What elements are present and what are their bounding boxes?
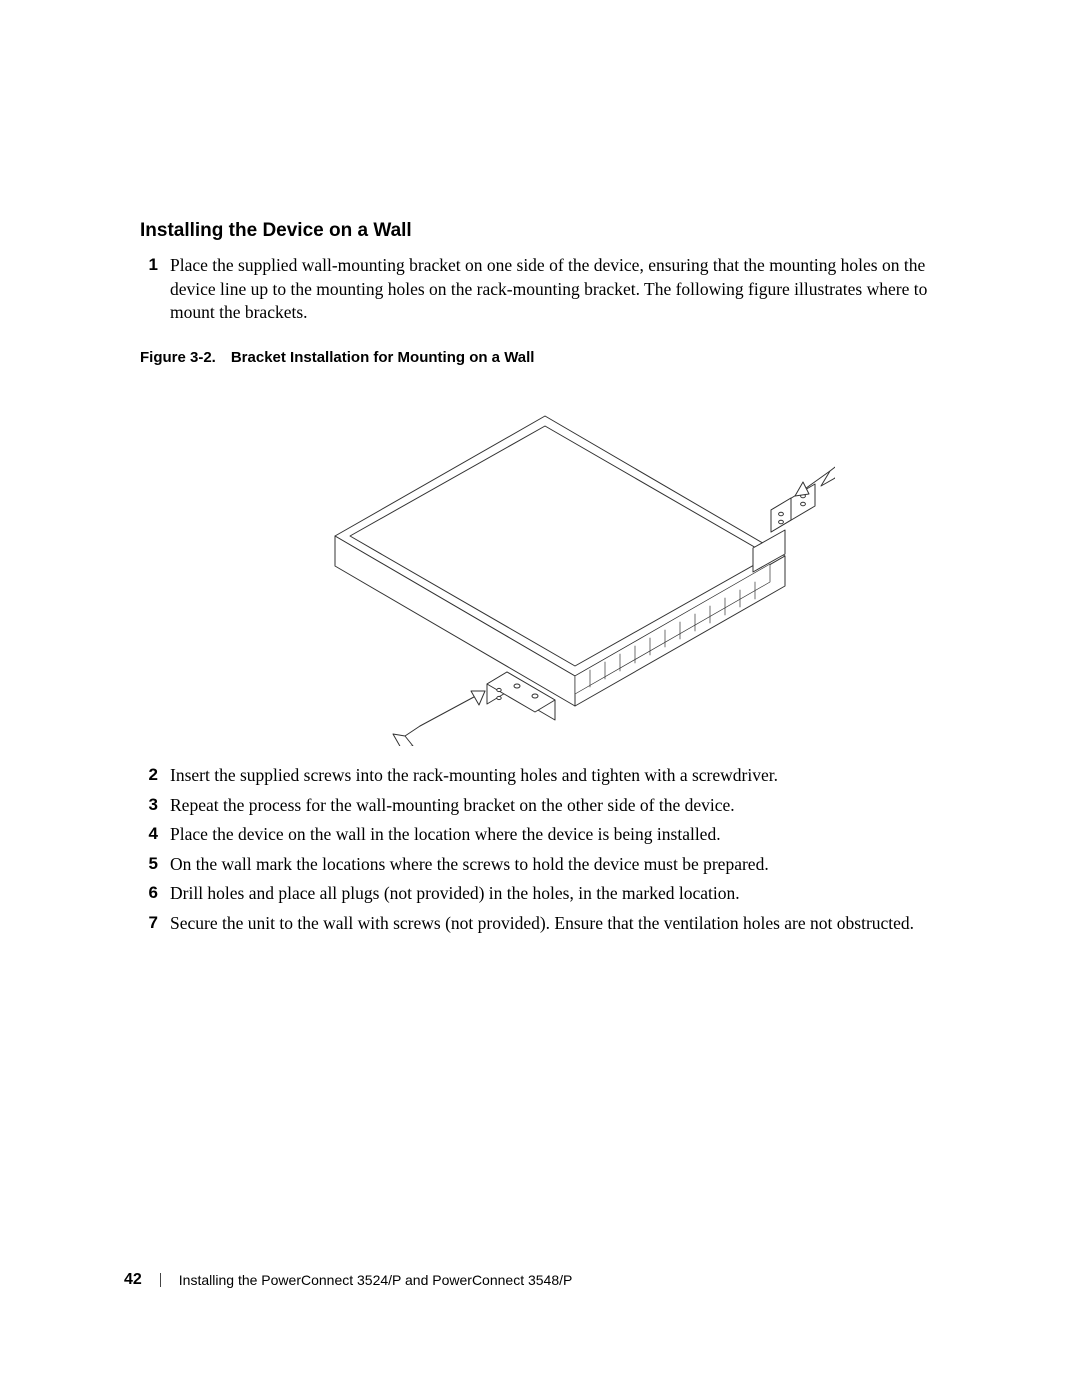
footer-separator [160, 1273, 161, 1287]
step-number: 3 [140, 794, 170, 818]
document-page: Installing the Device on a Wall 1 Place … [0, 0, 1080, 1397]
list-item: 2 Insert the supplied screws into the ra… [140, 764, 950, 788]
step-text: Secure the unit to the wall with screws … [170, 912, 950, 936]
step-number: 1 [140, 254, 170, 325]
steps-list-top: 1 Place the supplied wall-mounting brack… [140, 254, 950, 325]
steps-list-bottom: 2 Insert the supplied screws into the ra… [140, 764, 950, 936]
figure-caption: Figure 3-2. Bracket Installation for Mou… [140, 349, 950, 366]
list-item: 4 Place the device on the wall in the lo… [140, 823, 950, 847]
footer-title: Installing the PowerConnect 3524/P and P… [179, 1272, 573, 1288]
list-item: 1 Place the supplied wall-mounting brack… [140, 254, 950, 325]
figure-wrapper [140, 376, 950, 746]
step-text: Place the supplied wall-mounting bracket… [170, 254, 950, 325]
step-number: 7 [140, 912, 170, 936]
step-text: Repeat the process for the wall-mounting… [170, 794, 950, 818]
step-text: Insert the supplied screws into the rack… [170, 764, 950, 788]
step-number: 6 [140, 882, 170, 906]
list-item: 7 Secure the unit to the wall with screw… [140, 912, 950, 936]
list-item: 6 Drill holes and place all plugs (not p… [140, 882, 950, 906]
step-text: Place the device on the wall in the loca… [170, 823, 950, 847]
step-text: Drill holes and place all plugs (not pro… [170, 882, 950, 906]
page-footer: 42 Installing the PowerConnect 3524/P an… [124, 1271, 572, 1289]
step-text: On the wall mark the locations where the… [170, 853, 950, 877]
page-number: 42 [124, 1271, 142, 1289]
list-item: 5 On the wall mark the locations where t… [140, 853, 950, 877]
step-number: 5 [140, 853, 170, 877]
step-number: 4 [140, 823, 170, 847]
bracket-installation-diagram [255, 376, 835, 746]
section-heading: Installing the Device on a Wall [140, 220, 950, 242]
list-item: 3 Repeat the process for the wall-mounti… [140, 794, 950, 818]
step-number: 2 [140, 764, 170, 788]
